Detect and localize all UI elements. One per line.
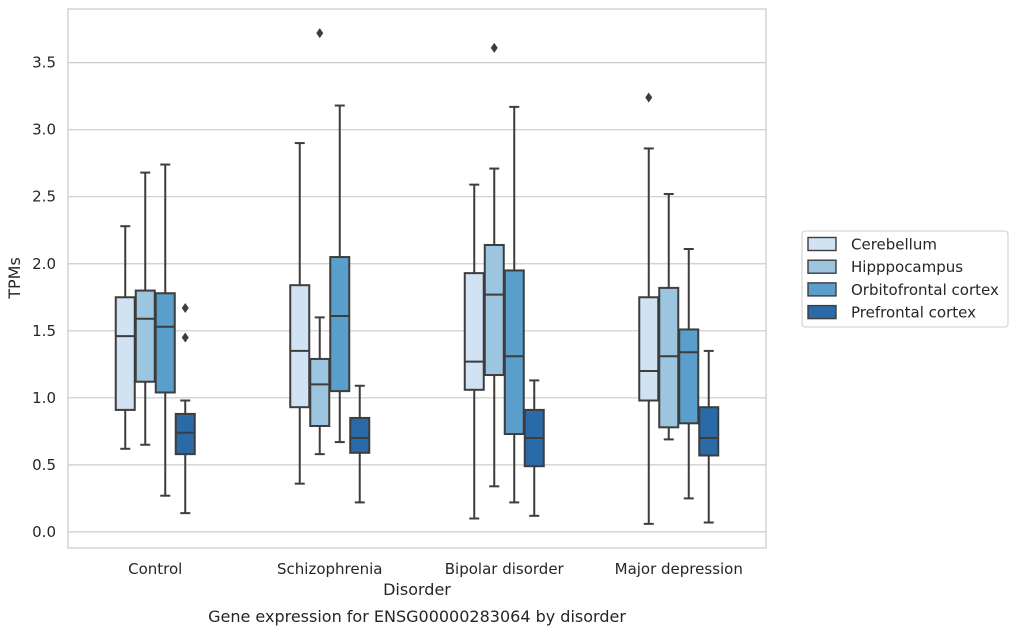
box-iqr xyxy=(503,269,525,436)
y-tick-label: 2.0 xyxy=(32,255,56,273)
box-group xyxy=(134,171,156,446)
outlier-marker xyxy=(490,42,498,53)
box-group xyxy=(154,163,176,497)
chart-caption: Gene expression for ENSG00000283064 by d… xyxy=(208,607,626,626)
box-group xyxy=(698,349,720,524)
box-iqr xyxy=(289,284,311,409)
y-tick-labels: 0.0 0.5 1.0 1.5 2.0 2.5 3.0 3.5 xyxy=(32,54,56,541)
box-group xyxy=(174,302,196,515)
y-tick-label: 3.0 xyxy=(32,121,56,139)
box-iqr xyxy=(174,412,196,456)
box-iqr xyxy=(309,357,331,427)
legend-label: Cerebellum xyxy=(851,236,937,254)
legend-items: Cerebellum Hipppocampus Orbitofrontal cort… xyxy=(807,236,999,322)
outlier-marker xyxy=(181,302,189,313)
y-tick-label: 1.5 xyxy=(32,322,56,340)
legend-swatch xyxy=(807,259,837,274)
box-iqr xyxy=(678,328,700,425)
box-group xyxy=(289,142,311,485)
outlier-marker xyxy=(645,92,653,103)
legend-frame xyxy=(801,230,1009,328)
box-iqr xyxy=(463,272,485,391)
box-group xyxy=(678,248,700,500)
x-tick-label: Major depression xyxy=(615,560,743,578)
legend: Cerebellum Hipppocampus Orbitofrontal cort… xyxy=(801,230,1009,328)
y-tick-label: 0.0 xyxy=(32,523,56,541)
y-axis-label: TPMs xyxy=(5,257,24,300)
box-group xyxy=(349,384,371,504)
x-tick-label: Control xyxy=(128,560,182,578)
box-group xyxy=(463,183,485,520)
legend-label: Hipppocampus xyxy=(851,258,963,276)
box-group xyxy=(329,104,351,444)
box-iqr xyxy=(698,406,720,457)
box-group xyxy=(483,42,505,488)
box-iqr xyxy=(114,296,136,411)
plot-frame xyxy=(67,8,767,549)
box-iqr xyxy=(638,296,660,402)
outlier-marker xyxy=(316,28,324,39)
box-iqr xyxy=(154,292,176,394)
legend-swatch xyxy=(807,236,837,252)
box-group xyxy=(523,379,545,517)
box-iqr xyxy=(134,289,156,383)
x-tick-labels: Control Schizophrenia Bipolar disorder Majo… xyxy=(128,560,743,578)
legend-label: Prefrontal cortex xyxy=(851,304,976,322)
box-iqr xyxy=(329,256,351,393)
box-group xyxy=(114,225,136,450)
box-group xyxy=(658,193,680,441)
legend-swatch xyxy=(807,304,837,320)
x-tick-label: Schizophrenia xyxy=(277,560,382,578)
box-layer xyxy=(114,28,720,525)
y-tick-label: 2.5 xyxy=(32,188,56,206)
box-group xyxy=(309,28,331,456)
box-group xyxy=(503,105,525,504)
box-iqr xyxy=(658,286,680,429)
box-iqr xyxy=(349,416,371,454)
legend-swatch xyxy=(807,282,837,297)
box-group xyxy=(638,92,660,525)
y-tick-label: 3.5 xyxy=(32,54,56,72)
legend-label: Orbitofrontal cortex xyxy=(851,281,999,299)
x-tick-label: Bipolar disorder xyxy=(445,560,565,578)
y-tick-label: 0.5 xyxy=(32,456,56,474)
y-tick-label: 1.0 xyxy=(32,389,56,407)
x-axis-label: Disorder xyxy=(383,580,451,599)
box-iqr xyxy=(483,243,505,377)
outlier-marker xyxy=(181,332,189,343)
